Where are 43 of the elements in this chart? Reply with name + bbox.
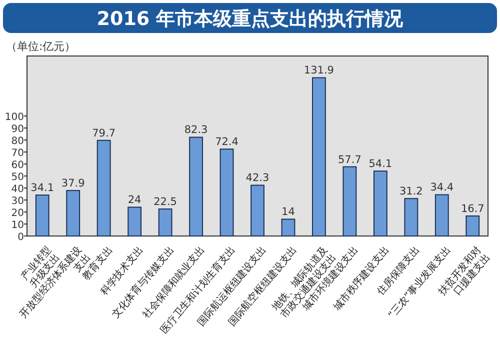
data-label: 37.9 (61, 178, 85, 190)
bar (35, 194, 50, 236)
bar (158, 208, 172, 236)
y-tick-label: 20 (11, 208, 24, 219)
bar (128, 206, 142, 236)
bar (281, 218, 296, 236)
data-label: 79.7 (92, 127, 116, 140)
data-label: 31.2 (399, 186, 423, 198)
bar (220, 148, 234, 236)
data-label: 72.4 (215, 136, 239, 148)
y-tick-label: 90 (11, 124, 24, 135)
chart-title: 2016 年市本级重点支出的执行情况 (96, 8, 404, 30)
data-label: 57.7 (338, 154, 362, 166)
data-label: 82.3 (184, 124, 208, 136)
y-tick-label: 0 (18, 232, 24, 243)
bar (466, 215, 480, 236)
y-tick-label: 60 (11, 160, 24, 171)
bar (66, 190, 80, 236)
bar (312, 77, 326, 236)
bar (250, 184, 264, 236)
data-label: 14 (282, 206, 296, 218)
data-label: 16.7 (460, 202, 484, 215)
data-label: 24 (128, 194, 142, 206)
bar (96, 140, 111, 236)
data-label: 42.3 (246, 172, 270, 184)
data-label: 131.9 (304, 64, 334, 77)
bar (342, 166, 357, 236)
data-label: 34.4 (430, 182, 454, 194)
y-tick-label: 30 (11, 196, 24, 207)
y-tick-label: 50 (11, 172, 24, 183)
y-tick-label: 40 (11, 184, 24, 195)
y-tick-label: 100 (4, 112, 24, 123)
y-tick-label: 80 (11, 136, 24, 147)
y-tick-label: 10 (11, 220, 24, 231)
y-axis-title: （单位:亿元） (6, 40, 76, 53)
bar (189, 136, 203, 236)
bar (404, 198, 418, 236)
y-tick-label: 70 (11, 148, 24, 159)
data-label: 54.1 (368, 158, 392, 170)
data-label: 22.5 (154, 196, 177, 208)
bar (373, 170, 388, 236)
data-label: 34.1 (30, 182, 54, 194)
bar (434, 194, 449, 236)
